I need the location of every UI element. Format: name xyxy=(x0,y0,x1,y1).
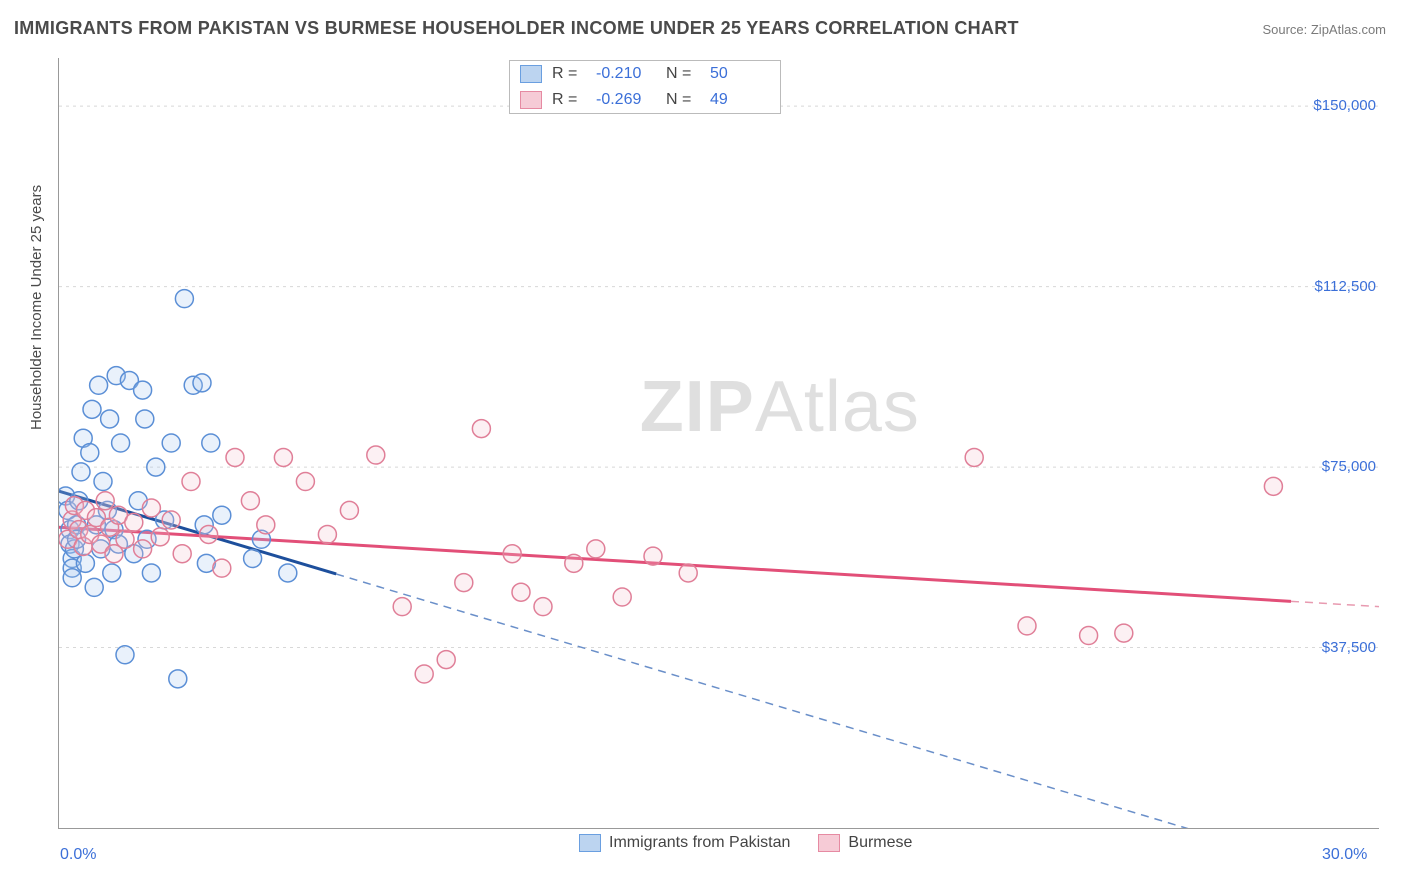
series-legend: Immigrants from Pakistan Burmese xyxy=(579,834,912,852)
chart-svg xyxy=(59,58,1379,828)
source-attribution: Source: ZipAtlas.com xyxy=(1262,22,1386,37)
legend-swatch xyxy=(818,834,840,852)
plot-area: ZIPAtlas R =-0.210N =50R =-0.269N =49 Im… xyxy=(58,58,1379,829)
legend-n-label: N = xyxy=(666,65,700,83)
x-axis-min-label: 0.0% xyxy=(60,846,96,864)
y-tick-label: $150,000 xyxy=(1286,97,1376,114)
legend-row-pakistan: R = -0.210 N = 50 xyxy=(510,61,780,87)
legend-r-label: R = xyxy=(552,91,586,109)
correlation-legend: R = -0.210 N = 50 R = -0.269 N = 49 xyxy=(509,60,781,114)
legend-n-value: 50 xyxy=(710,65,770,83)
chart-container: IMMIGRANTS FROM PAKISTAN VS BURMESE HOUS… xyxy=(0,0,1406,892)
legend-swatch xyxy=(579,834,601,852)
legend-r-label: R = xyxy=(552,65,586,83)
y-tick-label: $112,500 xyxy=(1286,278,1376,295)
legend-swatch xyxy=(520,91,542,109)
legend-r-value: -0.210 xyxy=(596,65,656,83)
y-axis-label: Householder Income Under 25 years xyxy=(28,185,45,430)
legend-item-pakistan: Immigrants from Pakistan xyxy=(579,834,790,852)
legend-swatch xyxy=(520,65,542,83)
y-tick-label: $75,000 xyxy=(1286,458,1376,475)
legend-r-value: -0.269 xyxy=(596,91,656,109)
legend-item-burmese: Burmese xyxy=(818,834,912,852)
chart-title: IMMIGRANTS FROM PAKISTAN VS BURMESE HOUS… xyxy=(14,18,1019,39)
x-axis-max-label: 30.0% xyxy=(1322,846,1367,864)
y-tick-label: $37,500 xyxy=(1286,639,1376,656)
legend-n-value: 49 xyxy=(710,91,770,109)
legend-row-burmese: R = -0.269 N = 49 xyxy=(510,87,780,113)
legend-n-label: N = xyxy=(666,91,700,109)
